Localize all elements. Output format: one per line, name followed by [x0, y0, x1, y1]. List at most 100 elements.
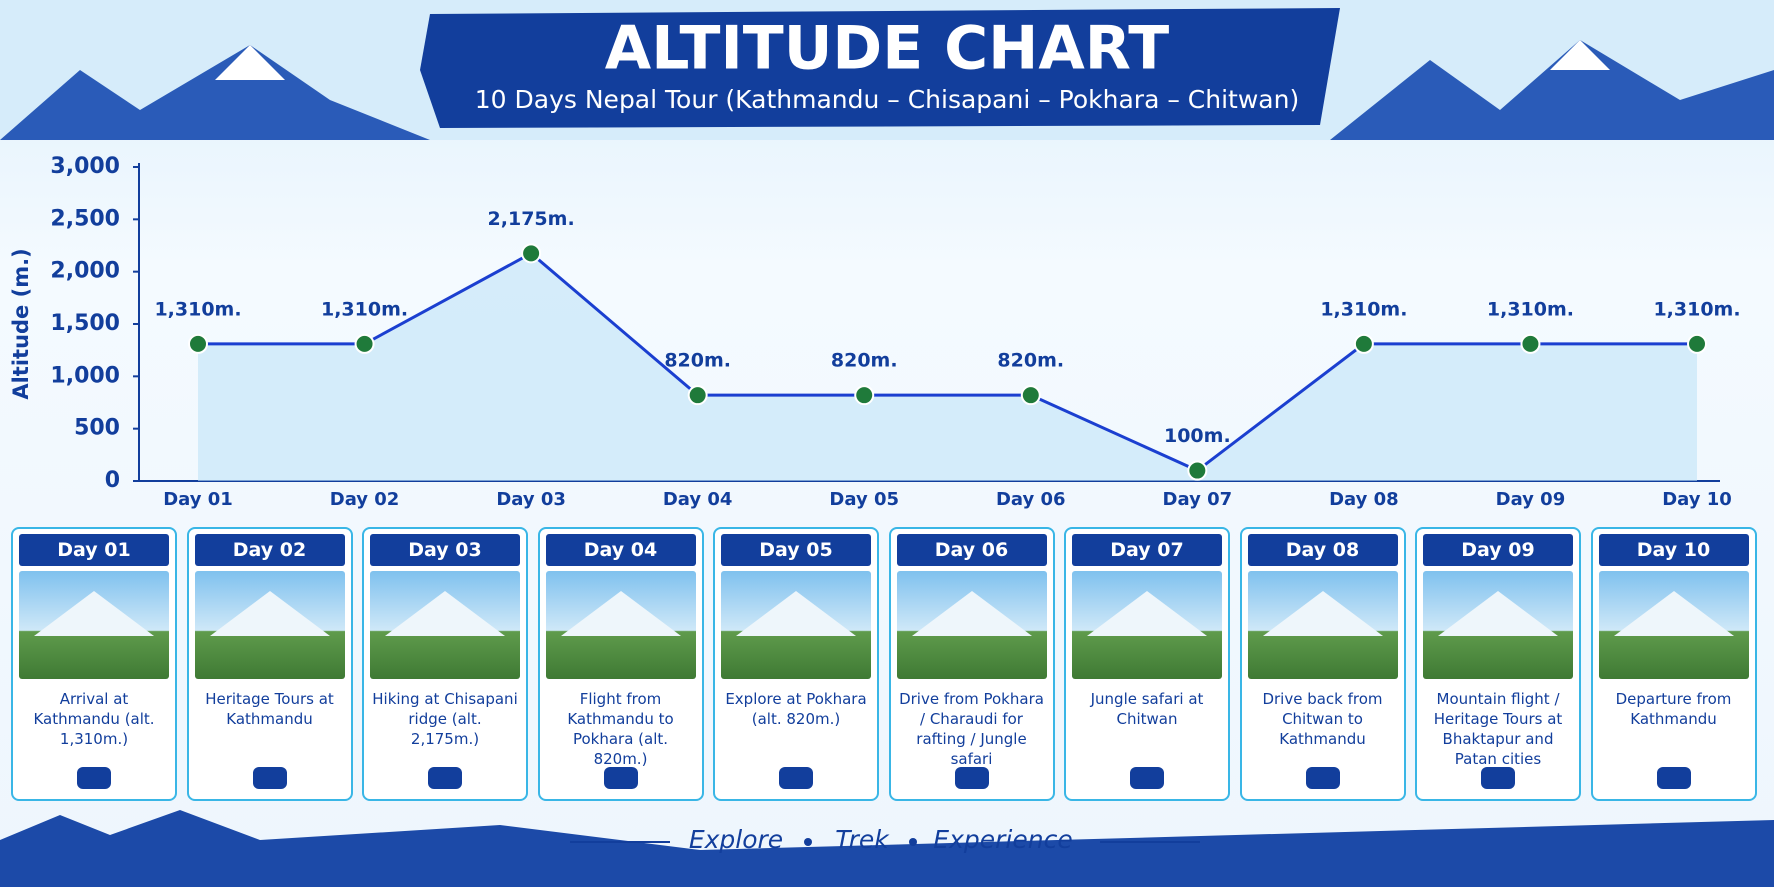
point — [521, 243, 542, 264]
y-axis-label: Altitude (m.) — [9, 248, 33, 399]
card-icon — [428, 767, 462, 789]
x-tick-label: Day 10 — [1662, 489, 1732, 510]
point — [687, 385, 708, 406]
card-icon — [954, 767, 989, 789]
card-icon — [1481, 767, 1515, 789]
card-day: Day 06 — [896, 534, 1047, 566]
area — [198, 253, 1697, 481]
card-day: Day 02 — [194, 534, 345, 566]
point — [854, 385, 875, 406]
day-card: Day 10 Departure from Kathmandu — [1590, 527, 1757, 801]
chart-title: ALTITUDE CHART — [605, 14, 1170, 84]
card-icon — [1130, 767, 1164, 789]
value-label: 820m. — [831, 350, 898, 372]
point — [1520, 333, 1541, 354]
card-text: Hiking at Chisapani ridge (alt. 2,175m.) — [372, 690, 518, 748]
card-image — [1423, 571, 1573, 679]
card-day: Day 03 — [370, 534, 520, 566]
card-image — [896, 571, 1047, 679]
mountain-left — [0, 45, 430, 140]
day-card: Day 04 Flight from Kathmandu to Pokhara (… — [537, 527, 704, 801]
y-tick-label: 500 — [74, 416, 120, 441]
x-tick-label: Day 03 — [496, 489, 566, 510]
card-text: Mountain flight / Heritage Tours at Bhak… — [1433, 690, 1563, 768]
x-tick-label: Day 06 — [996, 489, 1066, 510]
card-day: Day 01 — [19, 534, 169, 566]
card-text: Arrival at Kathmandu (alt. 1,310m.) — [33, 690, 155, 748]
value-label: 820m. — [664, 350, 731, 372]
footer-word: Experience — [933, 825, 1072, 854]
card-image — [721, 571, 871, 679]
card-icon — [252, 767, 287, 789]
footer-dot — [804, 838, 812, 846]
x-tick-label: Day 01 — [163, 489, 233, 510]
snow — [1550, 40, 1610, 70]
card-image — [1598, 571, 1749, 679]
card-image — [545, 571, 696, 679]
card-icon — [779, 767, 813, 789]
card-icon — [77, 767, 111, 789]
day-card: Day 08 Drive back from Chitwan to Kathman… — [1239, 527, 1406, 801]
card-image — [19, 571, 169, 679]
card-day: Day 10 — [1598, 534, 1749, 566]
card-day: Day 07 — [1072, 534, 1222, 566]
day-card: Day 02 Heritage Tours at Kathmandu — [186, 527, 353, 801]
card-day: Day 08 — [1247, 534, 1398, 566]
y-tick-label: 2,000 — [50, 259, 120, 284]
value-label: 1,310m. — [321, 298, 408, 320]
value-label: 1,310m. — [1653, 298, 1740, 320]
x-tick-label: Day 08 — [1329, 489, 1399, 510]
card-image — [370, 571, 520, 679]
card-icon — [603, 767, 638, 789]
value-label: 1,310m. — [154, 298, 241, 320]
snow — [215, 45, 285, 80]
x-tick-label: Day 04 — [663, 489, 733, 510]
mountain-right — [1330, 40, 1774, 140]
card-icon — [1656, 767, 1691, 789]
card-day: Day 09 — [1423, 534, 1573, 566]
card-day: Day 05 — [721, 534, 871, 566]
point — [1020, 385, 1041, 406]
point — [1353, 333, 1374, 354]
card-icon — [1305, 767, 1340, 789]
value-label: 1,310m. — [1487, 298, 1574, 320]
point — [1187, 460, 1208, 481]
value-label: 2,175m. — [488, 208, 575, 230]
value-label: 100m. — [1164, 425, 1231, 447]
card-day: Day 04 — [545, 534, 696, 566]
y-tick-label: 1,500 — [50, 311, 120, 336]
footer-dot — [909, 838, 917, 846]
footer-silhouette — [0, 810, 1774, 887]
value-label: 1,310m. — [1320, 298, 1407, 320]
card-text: Drive back from Chitwan to Kathmandu — [1262, 690, 1383, 748]
point — [1687, 333, 1707, 354]
day-card: Day 09 Mountain flight / Heritage Tours a… — [1415, 527, 1581, 801]
x-tick-label: Day 05 — [829, 489, 899, 510]
line — [198, 251, 1697, 473]
card-text: Drive from Pokhara / Charaudi for raftin… — [899, 690, 1044, 768]
title-banner — [420, 8, 1340, 128]
card-text: Departure from Kathmandu — [1615, 690, 1732, 728]
card-text: Jungle safari at Chitwan — [1090, 690, 1204, 728]
x-tick-label: Day 02 — [330, 489, 400, 510]
y-tick-label: 2,500 — [50, 206, 120, 231]
value-label: 820m. — [997, 350, 1064, 372]
card-text: Explore at Pokhara (alt. 820m.) — [725, 690, 867, 728]
card-image — [194, 571, 345, 679]
point — [188, 333, 208, 354]
day-card: Day 07 Jungle safari at Chitwan — [1064, 527, 1230, 801]
card-text: Heritage Tours at Kathmandu — [205, 690, 334, 728]
day-card: Day 06 Drive from Pokhara / Charaudi for … — [888, 527, 1055, 801]
x-tick-label: Day 07 — [1163, 489, 1233, 510]
y-tick-label: 0 — [105, 468, 120, 493]
day-card: Day 03 Hiking at Chisapani ridge (alt. 2,… — [362, 527, 528, 801]
footer-word: Trek — [835, 825, 890, 854]
footer-word: Explore — [689, 825, 783, 854]
card-image — [1247, 571, 1398, 679]
x-tick-label: Day 09 — [1496, 489, 1566, 510]
day-card: Day 01 Arrival at Kathmandu (alt. 1,310m.… — [11, 527, 177, 801]
chart-subtitle: 10 Days Nepal Tour (Kathmandu – Chisapan… — [475, 85, 1299, 114]
card-text: Flight from Kathmandu to Pokhara (alt. 8… — [567, 690, 674, 768]
